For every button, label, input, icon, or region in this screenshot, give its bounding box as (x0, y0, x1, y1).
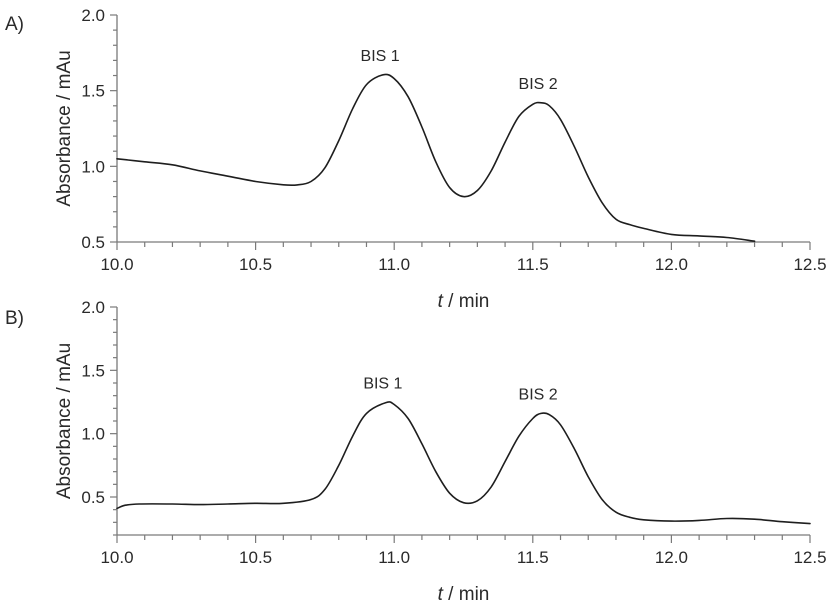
x-tick-label: 12.0 (655, 255, 688, 274)
y-tick-label: 0.5 (81, 488, 105, 507)
peak-label: BIS 1 (363, 376, 402, 393)
x-tick-label: 10.5 (239, 548, 272, 567)
x-tick-label: 11.5 (517, 255, 549, 274)
peak-label: BIS 1 (361, 48, 400, 65)
peak-label: BIS 2 (519, 386, 558, 403)
y-tick-label: 2.0 (81, 298, 105, 317)
x-tick-label: 12.5 (793, 548, 826, 567)
x-tick-label: 12.5 (793, 255, 826, 274)
y-tick-label: 1.0 (81, 157, 105, 176)
y-tick-label: 1.0 (81, 425, 105, 444)
panel-label: B) (5, 308, 24, 329)
x-axis-label: t / min (438, 584, 490, 605)
panel-label: A) (5, 14, 24, 35)
x-tick-label: 11.0 (378, 255, 410, 274)
panel-b: 0.5 1.0 1.5 2.0 10.0 10.5 11.0 11.5 12.0 12.5 t / … (5, 298, 827, 605)
y-axis-label: Absorbance / mAu (54, 50, 75, 206)
y-tick-label: 1.5 (81, 361, 105, 380)
y-tick-label: 1.5 (81, 82, 105, 101)
x-axis-label: t / min (438, 291, 490, 312)
y-tick-label: 2.0 (81, 6, 105, 25)
x-tick-label: 11.5 (517, 548, 549, 567)
y-axis-label: Absorbance / mAu (54, 343, 75, 499)
x-tick-label: 10.0 (100, 548, 133, 567)
y-tick-label: 0.5 (81, 233, 105, 252)
panel-a: 0.5 1.0 1.5 2.0 10.0 10.5 11.0 11.5 12.0 12.5 t / … (5, 6, 827, 312)
x-tick-label: 12.0 (655, 548, 688, 567)
x-tick-label: 10.0 (100, 255, 133, 274)
x-tick-label: 11.0 (378, 548, 410, 567)
chromatogram-trace (116, 401, 811, 525)
chromatogram-trace (116, 73, 756, 242)
peak-label: BIS 2 (519, 76, 558, 93)
x-tick-label: 10.5 (239, 255, 272, 274)
